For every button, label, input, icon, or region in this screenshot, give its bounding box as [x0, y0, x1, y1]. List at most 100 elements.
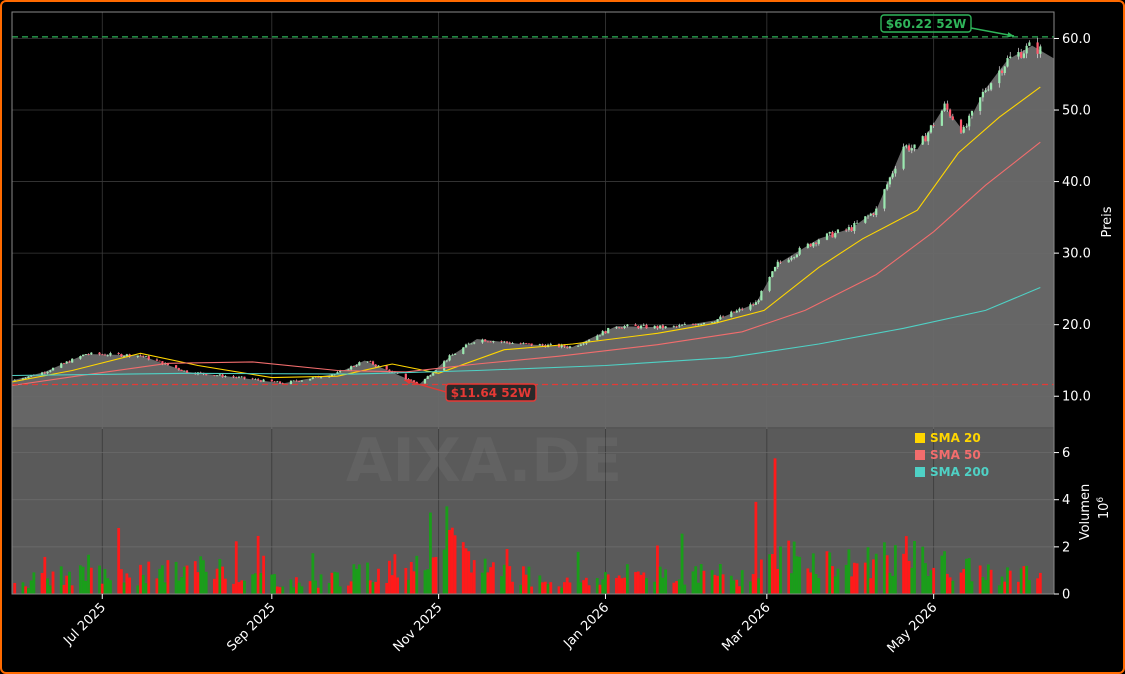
candle-125 [492, 340, 495, 344]
volume-bar-124 [489, 567, 493, 594]
candle-body-160 [626, 324, 629, 327]
volume-bar-204 [795, 556, 799, 594]
candle-246 [959, 118, 963, 134]
x-tick-label-5: May 2026 [885, 600, 941, 656]
volume-bar-45 [185, 565, 189, 594]
candle-53 [218, 373, 221, 376]
candle-241 [940, 109, 943, 126]
volume-bar-138 [543, 581, 547, 594]
candle-115 [453, 353, 457, 355]
volume-bar-16 [78, 565, 82, 594]
volume-bar-58 [237, 582, 241, 594]
volume-bar-100 [396, 577, 400, 594]
candle-50 [205, 374, 208, 376]
volume-bar-152 [598, 584, 602, 594]
volume-bar-9 [48, 585, 52, 594]
candle-22 [101, 353, 104, 356]
candle-198 [773, 266, 777, 272]
candle-69 [278, 381, 282, 384]
volume-bar-216 [844, 564, 848, 594]
candle-body-241 [940, 110, 943, 126]
candle-118 [467, 342, 470, 345]
candle-body-16 [79, 356, 82, 359]
candle-42 [177, 367, 180, 371]
candle-body-163 [639, 325, 643, 329]
candle-255 [989, 82, 993, 92]
volume-bar-186 [729, 575, 733, 594]
candle-249 [968, 113, 971, 131]
candle-59 [240, 375, 243, 378]
volume-bar-18 [84, 580, 88, 594]
volume-bar-11 [59, 566, 63, 594]
candle-body-25 [109, 353, 112, 356]
week52-arrow-1 [403, 379, 447, 393]
volume-bar-15 [70, 585, 74, 594]
candle-112 [445, 360, 448, 363]
candle-60 [243, 376, 246, 380]
price-tick-label-5: 60.0 [1062, 32, 1091, 47]
volume-bar-161 [634, 572, 637, 594]
candle-body-17 [82, 354, 85, 357]
candle-body-247 [962, 126, 965, 133]
candle-256 [998, 66, 1001, 88]
volume-bar-255 [989, 569, 993, 594]
candle-body-226 [883, 189, 886, 209]
candle-body-168 [659, 325, 662, 329]
candle-body-63 [257, 379, 260, 381]
price-tick-label-0: 10.0 [1062, 390, 1091, 405]
candle-244 [948, 108, 952, 118]
candle-21 [98, 352, 101, 356]
plot-border [11, 11, 1055, 595]
candle-body-22 [101, 354, 104, 356]
volume-bar-233 [907, 560, 911, 594]
volume-bar-50 [204, 571, 208, 594]
candle-37 [158, 360, 161, 362]
volume-bar-247 [962, 568, 966, 594]
candle-body-8 [46, 371, 49, 374]
candle-body-127 [503, 341, 506, 343]
volume-bar-241 [940, 555, 944, 594]
week52-arrowhead-0 [1007, 32, 1014, 38]
volume-bar-250 [970, 581, 974, 594]
candle-13 [65, 361, 68, 364]
volume-bar-33 [141, 574, 145, 594]
candle-131 [519, 342, 522, 345]
candle-182 [713, 321, 716, 323]
volume-bar-227 [885, 555, 889, 594]
price-area [12, 45, 1054, 427]
candle-body-148 [582, 343, 585, 345]
candle-body-197 [771, 271, 774, 277]
volume-bar-139 [546, 583, 550, 594]
volume-bar-90 [357, 564, 361, 594]
volume-scale-label: 106 [1096, 497, 1112, 520]
volume-bar-135 [530, 586, 534, 594]
candle-body-23 [103, 354, 107, 356]
candle-body-164 [642, 324, 645, 326]
volume-bar-76 [308, 581, 312, 594]
candle-body-35 [147, 356, 150, 360]
volume-bar-153 [601, 579, 605, 594]
candle-body-130 [511, 343, 514, 345]
candle-235 [913, 144, 916, 152]
volume-bar-36 [155, 578, 159, 594]
candle-body-189 [738, 308, 741, 311]
volume-bar-206 [806, 568, 810, 594]
volume-bar-228 [888, 572, 892, 594]
candle-body-6 [40, 372, 44, 376]
candle-body-65 [262, 379, 265, 382]
candle-body-206 [806, 243, 809, 248]
candle-body-96 [385, 365, 388, 370]
volume-bar-217 [847, 549, 851, 594]
candle-229 [891, 170, 894, 180]
volume-bar-148 [582, 580, 585, 594]
candle-90 [358, 361, 361, 366]
legend-label-2: SMA 200 [930, 465, 989, 479]
volume-bar-254 [986, 564, 990, 594]
candle-222 [866, 214, 870, 219]
candle-226 [883, 188, 886, 212]
candle-body-73 [295, 380, 298, 382]
candle-171 [672, 325, 675, 328]
candle-230 [894, 165, 897, 177]
volume-bar-129 [508, 566, 512, 594]
week52-label-box-1 [445, 383, 537, 402]
